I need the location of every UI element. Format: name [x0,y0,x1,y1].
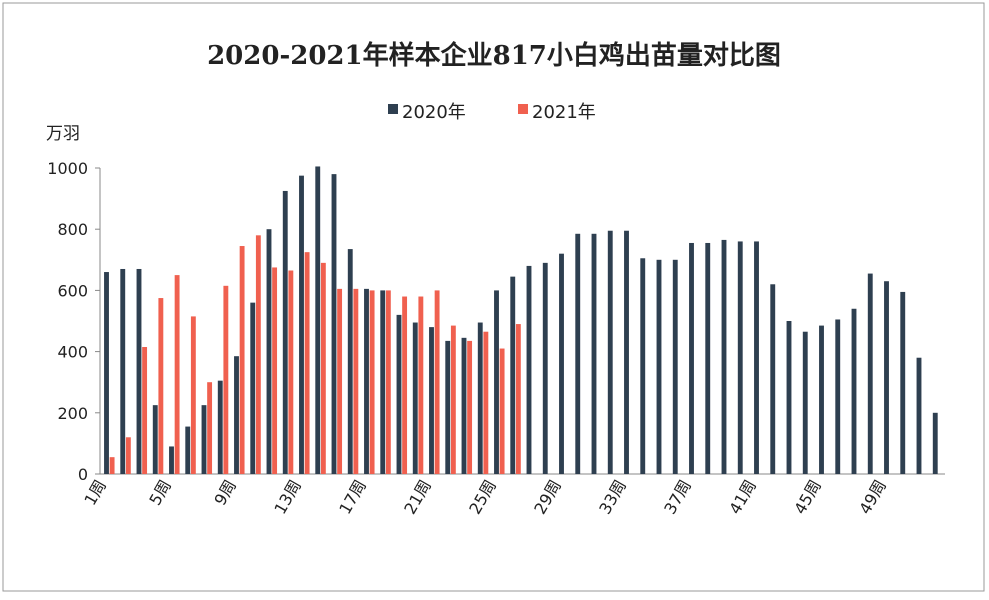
bar [737,241,743,474]
bar [239,246,245,474]
legend-label: 2021年 [532,102,596,123]
bar [185,426,191,474]
bar [575,233,581,474]
bar [109,457,115,474]
bar [607,230,613,474]
legend: 2020年 2021年 [388,102,596,123]
legend-swatch [518,104,528,114]
bar [201,405,207,474]
y-axis-label: 万羽 [46,124,80,144]
bar [402,296,408,474]
y-tick-label: 0 [78,465,88,484]
bar [450,325,456,474]
bar [250,302,256,474]
bar [304,252,310,474]
y-tick-label: 800 [57,220,88,239]
bar [900,291,906,474]
bar [299,175,304,474]
bar [337,288,343,474]
bar [591,233,597,474]
bar [217,380,223,474]
bar [802,331,808,474]
bar [819,325,824,474]
bar [255,235,261,474]
bar [494,290,499,474]
bar [207,382,213,474]
bar [158,298,164,474]
bar [223,285,229,474]
bar [640,258,646,474]
bar [754,241,759,474]
y-tick-label: 1000 [47,159,88,178]
y-tick-label: 600 [57,281,88,300]
chart-title: 2020-2021年样本企业817小白鸡出苗量对比图 [207,40,781,71]
bar [347,249,353,474]
bar [364,288,369,474]
bar [136,268,142,474]
bar [445,340,451,474]
bar [510,276,516,474]
bar [429,327,434,474]
bar [169,446,174,474]
bar [467,340,473,474]
bar [120,268,126,474]
bar [190,316,196,474]
bar [932,412,938,474]
bar [282,190,288,474]
bar [369,290,375,474]
bar [689,242,694,474]
bar [234,356,239,474]
bar [624,230,629,474]
bar [174,275,180,474]
legend-swatch [388,104,398,114]
bar [770,284,776,474]
legend-label: 2020年 [402,102,466,123]
bar [867,273,873,474]
bar [526,265,532,474]
bar [331,174,337,474]
bar [499,348,505,474]
bar [320,262,326,474]
bar [353,288,359,474]
bar [152,405,158,474]
bar [125,437,131,474]
bar [559,253,564,474]
bar [266,229,272,474]
bar [142,347,148,474]
y-tick-label: 200 [57,404,88,423]
bar [412,322,418,474]
frame [2,2,985,592]
bar [483,331,489,474]
bar [477,322,483,474]
bar [315,166,321,474]
bar [672,259,678,474]
bar [380,290,386,474]
bar [515,324,521,474]
bar [721,239,727,474]
bar [705,242,711,474]
bar [104,272,109,474]
bar [786,321,792,474]
bar [418,296,424,474]
bar [656,259,662,474]
bar [851,308,857,474]
bar [884,281,889,474]
bar [835,319,841,474]
bar [461,337,467,474]
bar [916,357,922,474]
bar [434,290,440,474]
bar [288,270,294,474]
y-tick-label: 400 [57,343,88,362]
bar [385,290,391,474]
bar [272,267,278,474]
bar [396,314,402,474]
bar [542,262,548,474]
